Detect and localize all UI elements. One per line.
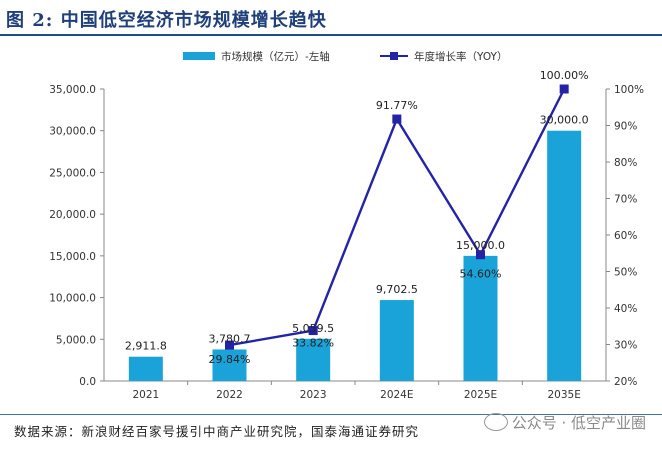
line-value-label: 91.77% xyxy=(376,99,418,112)
y-left-tick-label: 20,000.0 xyxy=(49,209,96,221)
source-note: 数据来源：新浪财经百家号援引中商产业研究院，国泰海通证券研究 xyxy=(14,424,420,439)
bar xyxy=(212,349,247,381)
bar-series xyxy=(128,130,582,381)
y-left-tick-label: 10,000.0 xyxy=(49,293,96,305)
title-rule xyxy=(0,34,662,36)
y-left-tick-label: 25,000.0 xyxy=(49,167,96,179)
line-marker xyxy=(392,114,402,124)
legend-label-bar: 市场规模（亿元）-左轴 xyxy=(221,50,330,63)
line-marker xyxy=(308,326,318,336)
legend: 市场规模（亿元）-左轴 年度增长率（YOY） xyxy=(183,50,507,63)
y-right-tick-label: 80% xyxy=(614,157,637,169)
legend-swatch-bar xyxy=(183,52,215,60)
line-marker xyxy=(559,84,569,94)
watermark: 公众号 · 低空产业圈 xyxy=(483,412,646,433)
bar xyxy=(296,338,331,381)
line-value-label: 33.82% xyxy=(292,337,334,350)
line-series xyxy=(225,84,569,350)
x-tick-label: 2025E xyxy=(464,389,497,401)
y-right-tick-label: 40% xyxy=(614,303,637,315)
y-right-tick-label: 100% xyxy=(614,84,644,96)
bar-value-label: 5,059.5 xyxy=(292,322,334,335)
bar-value-label: 15,000.0 xyxy=(456,239,505,252)
y-left-tick-label: 35,000.0 xyxy=(49,84,96,96)
x-tick-label: 2023 xyxy=(300,389,327,401)
line-value-label: 29.84% xyxy=(209,353,251,366)
x-tick-label: 2035E xyxy=(547,389,580,401)
bar-value-label: 3,780.7 xyxy=(209,332,251,345)
x-tick-label: 2021 xyxy=(132,389,159,401)
legend-marker-line xyxy=(390,52,398,60)
y-left-tick-label: 30,000.0 xyxy=(49,126,96,138)
bar-value-label: 2,911.8 xyxy=(125,340,167,353)
line-marker xyxy=(476,250,485,260)
bar xyxy=(128,356,163,381)
line-marker xyxy=(225,340,234,350)
y-right-tick-label: 90% xyxy=(614,121,637,133)
line-value-label: 100.00% xyxy=(540,69,589,82)
y-right-tick-label: 20% xyxy=(614,376,637,388)
wechat-icon xyxy=(483,413,508,431)
x-tick-label: 2024E xyxy=(380,389,413,401)
y-right-tick-label: 70% xyxy=(614,194,637,206)
y-right-tick-label: 60% xyxy=(614,230,637,242)
bar xyxy=(379,300,414,381)
source-rule xyxy=(0,414,662,415)
legend-label-line: 年度增长率（YOY） xyxy=(414,50,507,63)
chart: 市场规模（亿元）-左轴 年度增长率（YOY） 0.0 5,000.0 10,000.0… xyxy=(49,50,644,401)
y-right-tick-label: 50% xyxy=(614,267,637,279)
watermark-text: 公众号 · 低空产业圈 xyxy=(511,414,646,432)
x-tick-label: 2022 xyxy=(216,389,243,401)
y-right-tick-label: 30% xyxy=(614,340,637,352)
y-left-tick-label: 5,000.0 xyxy=(56,334,96,346)
figure-title: 图 2: 中国低空经济市场规模增长趋快 xyxy=(6,10,327,31)
data-labels: 2,911.8 3,780.7 5,059.5 9,702.5 15,000.0 30,0… xyxy=(125,69,589,366)
y-left-tick-label: 15,000.0 xyxy=(49,251,96,263)
axes: 0.0 5,000.0 10,000.0 15,000.0 20,000.0 25,000… xyxy=(49,84,644,401)
y-left-tick-label: 0.0 xyxy=(79,376,96,388)
bar-value-label: 9,702.5 xyxy=(376,283,418,296)
bar xyxy=(463,255,498,381)
bar-value-label: 30,000.0 xyxy=(540,114,589,127)
line-value-label: 54.60% xyxy=(460,268,502,281)
bar xyxy=(547,130,582,381)
